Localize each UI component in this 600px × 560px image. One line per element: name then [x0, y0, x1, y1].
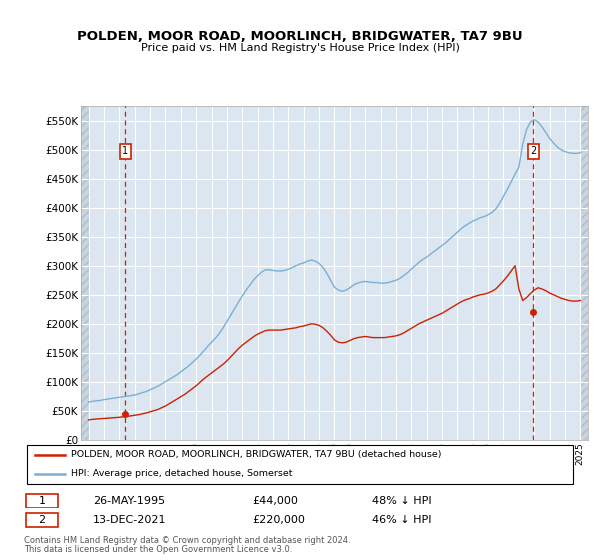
- Text: 2: 2: [38, 515, 46, 525]
- Text: £44,000: £44,000: [252, 496, 298, 506]
- Text: HPI: Average price, detached house, Somerset: HPI: Average price, detached house, Some…: [71, 469, 292, 478]
- Text: This data is licensed under the Open Government Licence v3.0.: This data is licensed under the Open Gov…: [24, 545, 292, 554]
- Text: 2: 2: [530, 146, 536, 156]
- Text: POLDEN, MOOR ROAD, MOORLINCH, BRIDGWATER, TA7 9BU: POLDEN, MOOR ROAD, MOORLINCH, BRIDGWATER…: [77, 30, 523, 43]
- FancyBboxPatch shape: [27, 445, 573, 484]
- Text: 48% ↓ HPI: 48% ↓ HPI: [372, 496, 431, 506]
- Text: 1: 1: [38, 496, 46, 506]
- Text: 1: 1: [122, 146, 128, 156]
- Text: £220,000: £220,000: [252, 515, 305, 525]
- Text: POLDEN, MOOR ROAD, MOORLINCH, BRIDGWATER, TA7 9BU (detached house): POLDEN, MOOR ROAD, MOORLINCH, BRIDGWATER…: [71, 450, 442, 459]
- Bar: [580, 106, 588, 440]
- Text: Price paid vs. HM Land Registry's House Price Index (HPI): Price paid vs. HM Land Registry's House …: [140, 43, 460, 53]
- Text: 26-MAY-1995: 26-MAY-1995: [93, 496, 165, 506]
- Bar: [81, 106, 89, 440]
- Text: 46% ↓ HPI: 46% ↓ HPI: [372, 515, 431, 525]
- FancyBboxPatch shape: [26, 512, 58, 527]
- FancyBboxPatch shape: [26, 493, 58, 508]
- Text: Contains HM Land Registry data © Crown copyright and database right 2024.: Contains HM Land Registry data © Crown c…: [24, 536, 350, 545]
- Text: 13-DEC-2021: 13-DEC-2021: [93, 515, 167, 525]
